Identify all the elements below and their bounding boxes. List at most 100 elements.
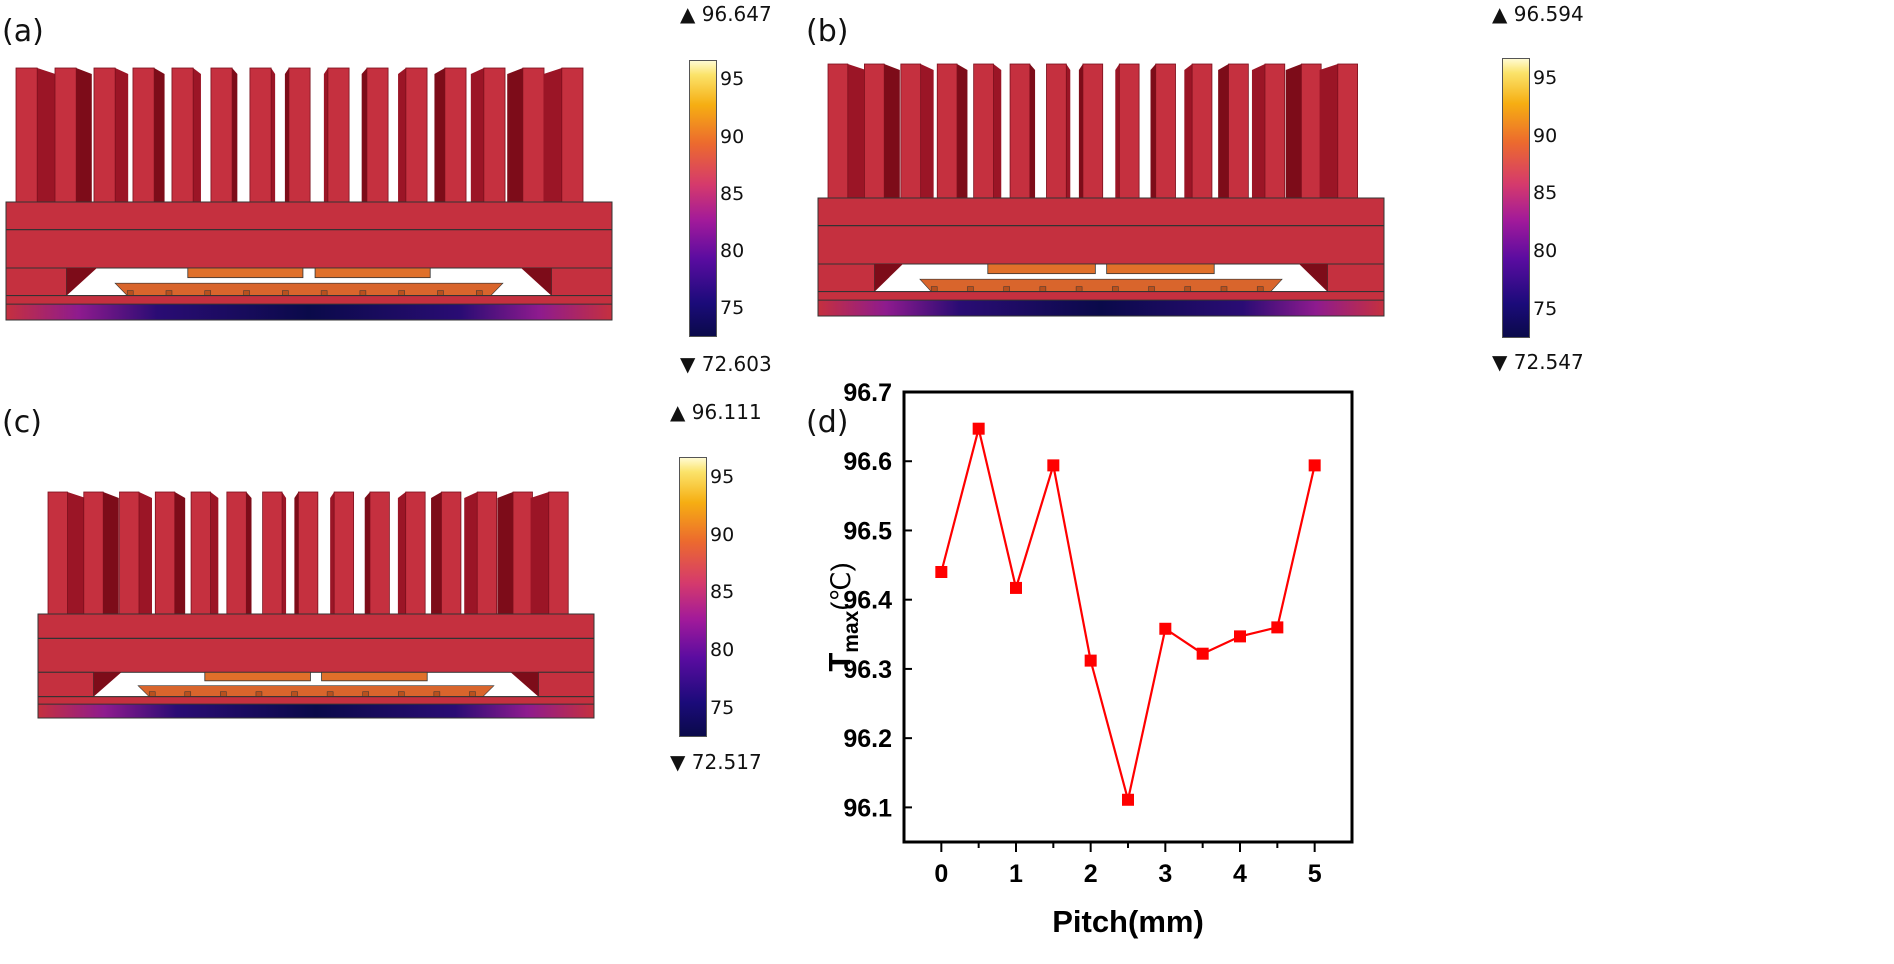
solder-bump [1003,286,1010,292]
fin-side [1115,64,1120,198]
solder-bump [1148,286,1155,292]
colorbar-tick-label: 80 [1533,240,1558,263]
data-point [1010,581,1022,594]
data-point [1308,459,1321,472]
solder-bump [165,290,173,296]
fin [441,491,462,615]
solder-bump [1075,286,1083,292]
fin-side [103,492,119,614]
fin-side [847,64,867,198]
fin [1228,63,1249,199]
fin [827,63,849,199]
fin-side [115,68,129,202]
fin-side [397,492,406,614]
y-tick-label: 96.2 [843,725,892,753]
solder-bump [437,290,444,296]
solder-bump [433,691,441,697]
heatsink-base [37,613,595,673]
colorbar-tick-label: 75 [720,297,745,320]
solder-bump [1112,286,1119,292]
base-leg-left [37,671,95,698]
base-leg-left [817,263,876,293]
fin [210,67,233,203]
fin [1046,63,1067,199]
x-tick-label: 4 [1233,860,1247,888]
fin-side [434,68,445,202]
panel-a-label: (a) [2,14,44,49]
fin [226,491,247,615]
colorbar-tick-label: 85 [720,182,745,205]
x-axis-label: Pitch(mm) [1052,904,1204,939]
fin [900,63,922,199]
fin [864,63,885,199]
panel-b-colorbar-max: ▲ 96.594 [1492,2,1584,26]
y-tick-label: 96.3 [843,656,892,684]
fin [548,491,569,615]
fin-side [174,492,186,614]
fin-side [530,492,549,614]
base-leg-right [537,671,595,698]
fin [512,491,533,615]
panel-c-colorbar-min: ▼ 72.517 [670,750,762,774]
fin-side [271,68,276,202]
solder-bump [255,691,263,697]
colorbar-tick-label: 95 [710,465,735,488]
fin-side [1319,64,1338,198]
fin [171,67,194,203]
y-tick-label: 96.5 [843,517,892,545]
fin [522,67,545,203]
fin-side [1066,64,1071,198]
solder-bump [930,286,938,292]
fin-side [1029,64,1036,198]
fin [1264,63,1286,199]
x-tick-label: 1 [1009,860,1023,888]
fin [1191,63,1213,199]
fin [405,491,426,615]
solder-bump [148,691,156,697]
fin [249,67,272,203]
heatsink-base [5,201,613,269]
panel-b-label: (b) [806,14,849,49]
panel-c-label: (c) [2,405,42,440]
solder-bump [1184,286,1192,292]
fin [54,67,77,203]
solder-bump [291,691,298,697]
x-tick-label: 3 [1158,860,1172,888]
data-point [1234,630,1246,643]
panel-b-colorbar: 95 90 85 80 75 [1502,58,1557,338]
fin [936,63,958,199]
y-tick-label: 96.4 [843,587,892,615]
fin [483,67,506,203]
base-leg-right [1326,263,1385,293]
chip-right [321,671,428,682]
fin-side [67,492,86,614]
colorbar-tick-label: 80 [710,639,735,662]
fin-side [957,64,968,198]
fin-side [1285,64,1302,198]
fin-side [232,68,238,202]
fin [47,491,68,615]
tmax-pitch-chart: 96.1 96.2 96.3 96.4 96.5 96.6 96.7 0 1 2 3 4 5 Pitch… [822,379,1354,939]
data-point [1196,647,1209,660]
chip-left [987,263,1096,275]
solder-bump [220,691,227,697]
solder-bump [1256,286,1264,292]
data-point [935,566,948,578]
fin-side [1251,64,1265,198]
solder-bump [362,691,369,697]
colorbar-tick-label: 95 [1533,66,1558,89]
fin [1009,63,1031,199]
fin-side [920,64,934,198]
fin-side [507,68,523,202]
data-point [1047,459,1060,472]
chip-right [1106,263,1215,275]
fin [288,67,311,203]
data-point [1122,793,1134,806]
fin-side [470,68,484,202]
panel-d-label: (d) [806,405,849,440]
y-tick-label: 96.1 [843,794,892,822]
fin-side [464,492,478,614]
fin [366,67,389,203]
panel-c-colorbar: 95 90 85 80 75 [679,457,734,737]
fin-side [1218,64,1229,198]
